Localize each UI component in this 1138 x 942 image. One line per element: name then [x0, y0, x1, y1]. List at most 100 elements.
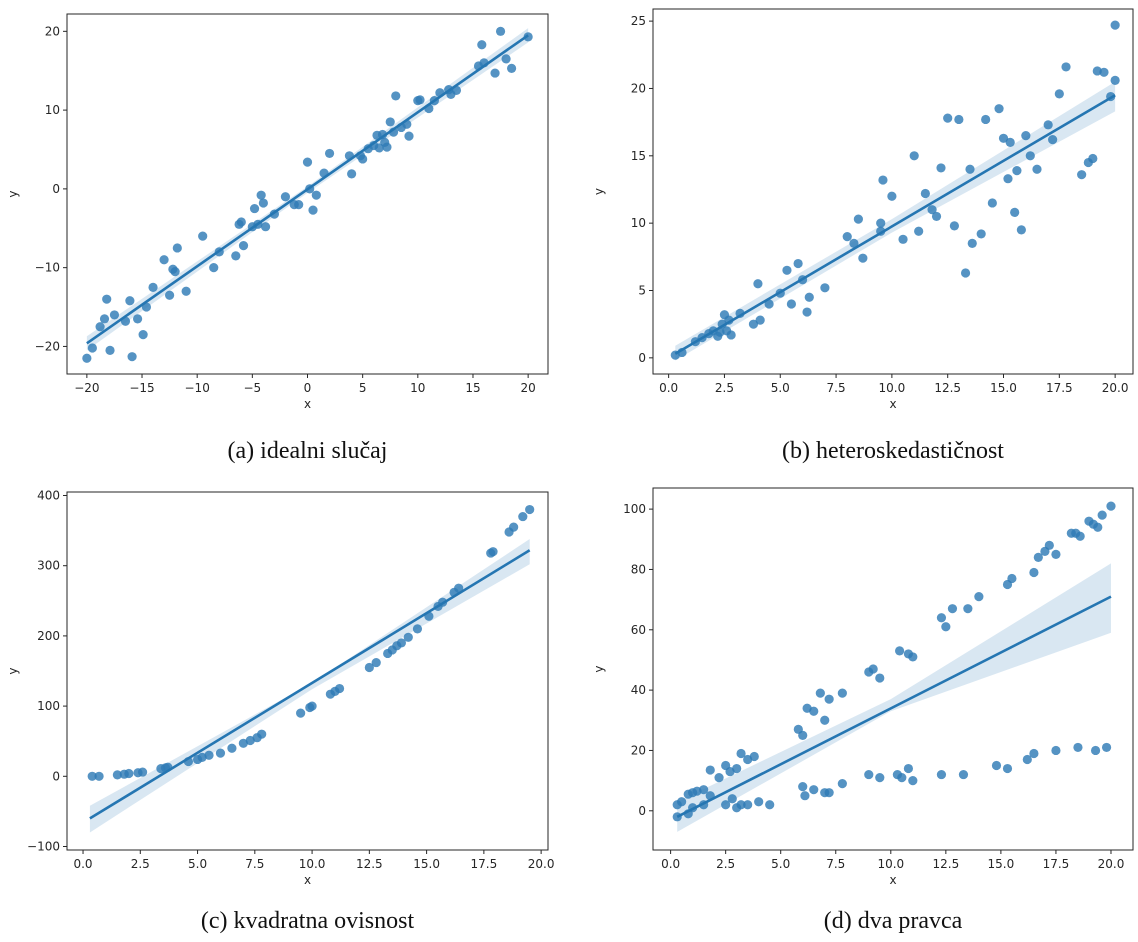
- data-point: [1075, 531, 1085, 541]
- y-tick-label: 100: [623, 502, 646, 516]
- x-tick: 12.5: [932, 850, 959, 871]
- data-point: [1090, 745, 1101, 756]
- x-tick: 2.5: [715, 374, 734, 395]
- data-point: [102, 294, 112, 304]
- x-tick: 20.0: [1098, 850, 1124, 871]
- y-tick: 400: [37, 489, 67, 503]
- data-point: [260, 222, 271, 232]
- subplot-a: −20 −15 −10 −5 0 5 10 15 20 −20 −10 0 10 20 x y (a) idea…: [6, 13, 549, 464]
- data-point: [1093, 522, 1103, 532]
- x-tick-label: 17.5: [471, 857, 498, 871]
- x-tick-label: 20.0: [528, 857, 555, 871]
- data-point: [736, 800, 746, 810]
- x-tick-label: 2.5: [715, 381, 734, 395]
- data-point: [824, 694, 834, 704]
- data-point: [87, 771, 97, 781]
- data-point: [490, 68, 500, 78]
- data-point: [903, 763, 914, 774]
- data-point: [159, 255, 169, 265]
- x-tick: 5.0: [188, 850, 207, 871]
- data-point: [753, 279, 763, 289]
- y-tick: 80: [631, 562, 653, 576]
- y-tick-label: 25: [631, 14, 646, 28]
- y-tick: 20: [45, 24, 67, 38]
- data-point: [927, 205, 937, 215]
- y-tick-label: 5: [638, 283, 646, 297]
- data-point: [308, 205, 318, 215]
- plot-frame: [652, 8, 1134, 375]
- x-axis-label: x: [889, 397, 896, 411]
- x-tick-label: 20.0: [1102, 381, 1129, 395]
- x-tick-label: 5: [359, 381, 367, 395]
- y-tick: 20: [631, 743, 653, 757]
- data-point: [509, 522, 519, 532]
- x-tick: 10.0: [877, 850, 904, 871]
- confidence-band: [675, 81, 1116, 361]
- data-point: [334, 683, 345, 694]
- y-tick-label: 40: [631, 683, 646, 697]
- data-point: [809, 706, 819, 716]
- data-point: [347, 169, 357, 179]
- data-point: [1010, 207, 1020, 217]
- y-tick-label: 20: [631, 81, 646, 95]
- regression-line: [86, 34, 529, 345]
- y-tick-label: 200: [37, 629, 60, 643]
- y-tick-label: −100: [27, 839, 60, 853]
- x-tick: 15.0: [413, 850, 440, 871]
- x-tick-label: 7.5: [826, 857, 845, 871]
- y-tick-label: 10: [631, 216, 646, 230]
- subfigure-caption: (d) dva pravca: [824, 908, 963, 934]
- y-tick: 0: [638, 804, 653, 818]
- y-tick: 20: [631, 81, 653, 95]
- data-point: [897, 773, 907, 783]
- x-tick-label: 15.0: [988, 857, 1015, 871]
- data-point: [755, 315, 765, 325]
- plot-frame: [652, 487, 1134, 851]
- data-point: [798, 782, 808, 792]
- data-point: [782, 265, 792, 275]
- data-point: [936, 613, 947, 623]
- data-point: [227, 743, 237, 753]
- data-point: [991, 760, 1002, 771]
- y-tick: 200: [37, 629, 67, 643]
- x-tick: 0: [304, 374, 311, 395]
- x-tick-label: 7.5: [827, 381, 846, 395]
- data-point: [82, 353, 92, 363]
- data-point: [875, 673, 885, 683]
- x-tick: 12.5: [356, 850, 383, 871]
- data-point: [1021, 131, 1031, 141]
- data-point: [727, 794, 737, 804]
- x-tick: 2.5: [131, 850, 150, 871]
- data-point: [705, 765, 715, 775]
- y-tick: 40: [631, 683, 653, 697]
- data-point: [1099, 67, 1109, 77]
- data-point: [181, 286, 191, 296]
- y-tick: −10: [35, 261, 67, 275]
- data-point: [800, 791, 810, 801]
- data-point: [875, 773, 885, 783]
- data-point: [809, 785, 819, 795]
- y-tick: 300: [37, 559, 67, 573]
- data-point: [677, 797, 687, 807]
- data-point: [837, 688, 847, 698]
- data-point: [858, 253, 868, 263]
- y-tick: 100: [37, 699, 67, 713]
- data-point: [1101, 742, 1112, 753]
- data-point: [257, 729, 267, 739]
- x-tick: 17.5: [1046, 374, 1073, 395]
- x-tick: 7.5: [826, 850, 845, 871]
- data-point: [804, 292, 814, 302]
- x-tick: 5.0: [771, 374, 790, 395]
- subplot-d: 0.0 2.5 5.0 7.5 10.0 12.5 15.0 17.5 20.0 0 20 40 60 8…: [592, 487, 1134, 934]
- data-point: [908, 776, 918, 786]
- data-point: [878, 175, 888, 185]
- data-point: [87, 343, 97, 353]
- data-point: [506, 63, 517, 73]
- data-point: [403, 632, 413, 642]
- y-tick: 25: [631, 14, 653, 28]
- data-point: [815, 688, 825, 698]
- data-point: [936, 163, 946, 173]
- y-tick-label: 0: [52, 769, 60, 783]
- data-point: [311, 190, 321, 200]
- x-tick-label: 17.5: [1043, 857, 1070, 871]
